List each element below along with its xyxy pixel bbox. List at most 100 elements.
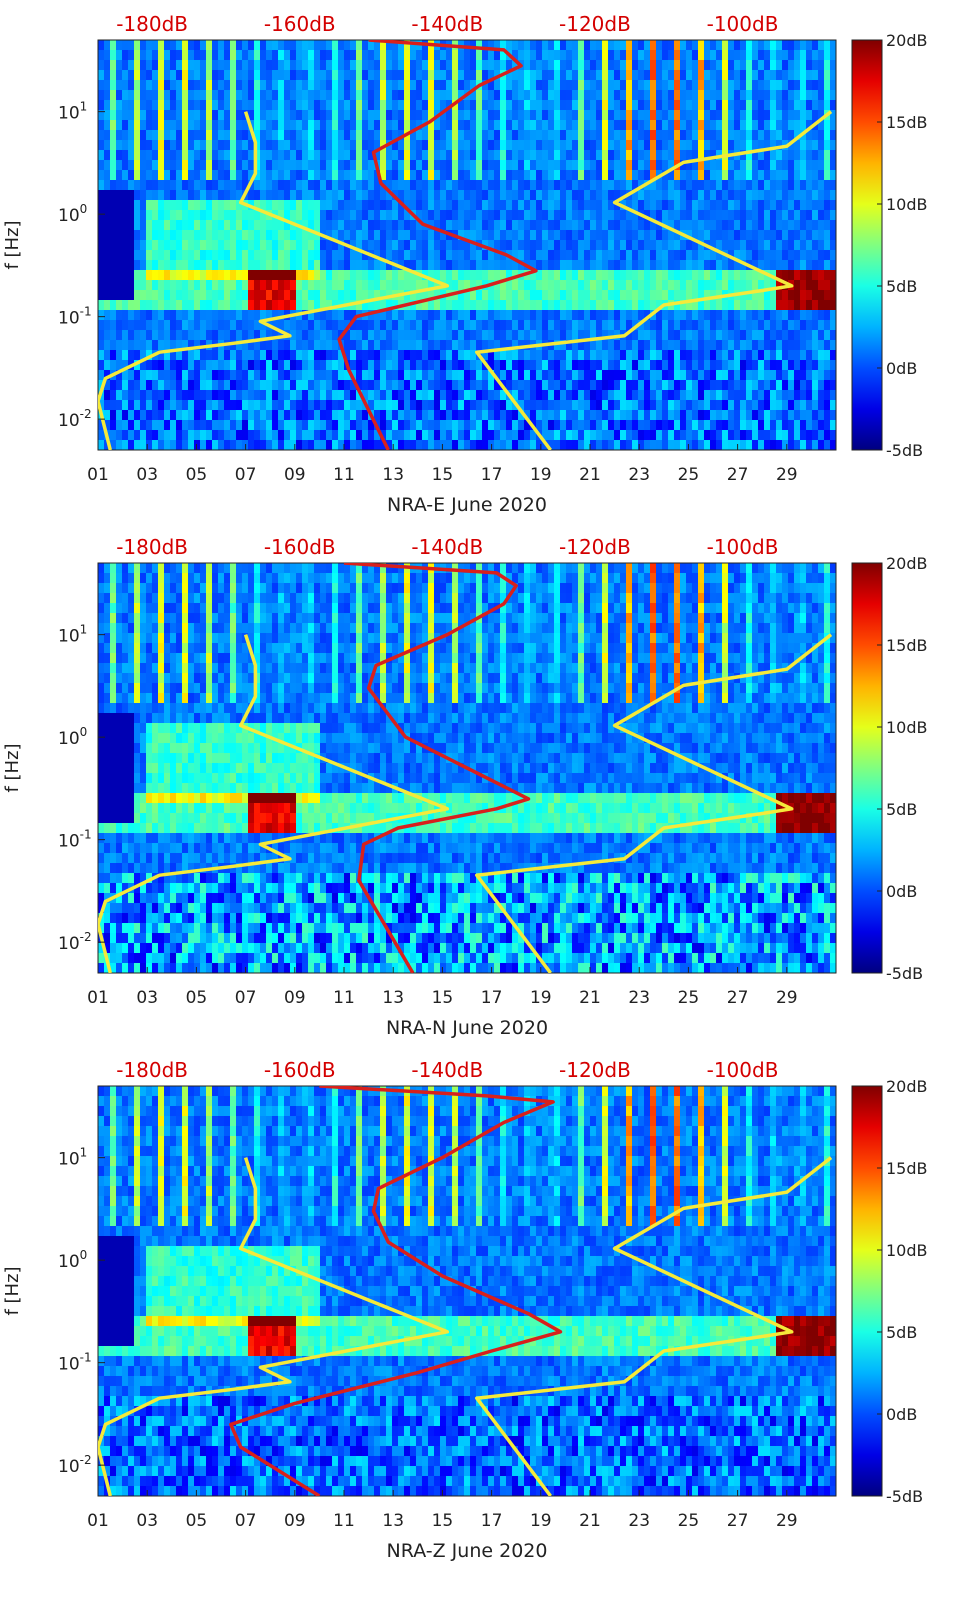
x-tick-label: 27 xyxy=(727,465,749,485)
top-db-label: -120dB xyxy=(559,535,631,559)
top-db-label: -180dB xyxy=(116,1058,188,1082)
yellow-low-noise-model-z xyxy=(98,1157,450,1496)
y-tick-label: 10-1 xyxy=(58,828,92,852)
spectrogram-chart-nra-e: 01 03 05 07 09 11 13 15 17 19 21 23 25 27 29 10-2 10-1 10… xyxy=(2,12,928,516)
yellow-high-noise-model-n xyxy=(475,633,833,973)
x-tick-label: 07 xyxy=(235,988,257,1008)
spectrogram-chart-nra-z: 01 03 05 07 09 11 13 15 17 19 21 23 25 27 29 10-2 10-1 10… xyxy=(2,1058,928,1562)
y-tick-label: 100 xyxy=(58,725,87,749)
y-axis-label: f [Hz] xyxy=(2,220,23,269)
top-db-label: -100dB xyxy=(707,12,779,36)
plot-frame xyxy=(97,562,837,974)
colorbar-label: 5dB xyxy=(886,1323,917,1342)
y-tick-label: 101 xyxy=(58,1146,87,1170)
top-db-label: -140dB xyxy=(411,535,483,559)
x-tick-label: 13 xyxy=(382,465,404,485)
x-tick-label: 05 xyxy=(186,1511,208,1531)
red-psd-curve-n xyxy=(343,563,531,973)
x-tick-label: 13 xyxy=(382,1511,404,1531)
colorbar-label: 0dB xyxy=(886,1405,917,1424)
x-tick-label: 17 xyxy=(481,1511,503,1531)
spectrogram-image-z xyxy=(98,1086,836,1496)
colorbar-label: 20dB xyxy=(886,1077,928,1096)
x-axis-label: NRA-N June 2020 xyxy=(386,1017,548,1039)
x-tick-label: 19 xyxy=(530,1511,552,1531)
colorbar-label: 10dB xyxy=(886,718,928,737)
x-tick-label: 09 xyxy=(284,988,306,1008)
top-db-label: -140dB xyxy=(411,12,483,36)
x-tick-label: 09 xyxy=(284,465,306,485)
y-tick-label: 101 xyxy=(58,100,87,124)
x-tick-label: 11 xyxy=(333,988,355,1008)
yellow-low-noise-model-n xyxy=(98,634,450,973)
colorbar xyxy=(851,1085,883,1497)
x-tick-label: 27 xyxy=(727,1511,749,1531)
x-tick-label: 19 xyxy=(530,465,552,485)
top-db-label: -180dB xyxy=(116,12,188,36)
x-tick-label: 25 xyxy=(678,988,700,1008)
top-db-label: -140dB xyxy=(411,1058,483,1082)
plot-frame xyxy=(97,39,837,451)
top-db-label: -160dB xyxy=(264,1058,336,1082)
red-psd-curve-e xyxy=(337,40,538,450)
x-tick-label: 07 xyxy=(235,465,257,485)
x-tick-label: 15 xyxy=(432,988,454,1008)
x-tick-label: 01 xyxy=(87,465,109,485)
spectrogram-image-e xyxy=(98,40,836,450)
y-axis-label: f [Hz] xyxy=(2,743,23,792)
top-db-label: -120dB xyxy=(559,12,631,36)
top-db-label: -180dB xyxy=(116,535,188,559)
colorbar-label: -5dB xyxy=(886,441,923,460)
top-db-label: -160dB xyxy=(264,535,336,559)
y-tick-label: 10-1 xyxy=(58,305,92,329)
colorbar xyxy=(851,562,883,974)
y-tick-label: 10-1 xyxy=(58,1351,92,1375)
y-tick-label: 101 xyxy=(58,623,87,647)
x-axis-label: NRA-Z June 2020 xyxy=(387,1540,548,1562)
y-tick-label: 100 xyxy=(58,202,87,226)
top-db-label: -120dB xyxy=(559,1058,631,1082)
y-axis-label: f [Hz] xyxy=(2,1266,23,1315)
panel-nra-z: 01 03 05 07 09 11 13 15 17 19 21 23 25 27 29 10-2 10-1 10… xyxy=(0,1046,962,1576)
colorbar-label: 15dB xyxy=(886,113,928,132)
colorbar-label: 5dB xyxy=(886,800,917,819)
x-tick-label: 21 xyxy=(579,988,601,1008)
x-tick-label: 03 xyxy=(136,1511,158,1531)
panel-nra-n: 01 03 05 07 09 11 13 15 17 19 21 23 25 27 29 10-2 10-1 10… xyxy=(0,523,962,1053)
x-tick-label: 19 xyxy=(530,988,552,1008)
x-tick-label: 29 xyxy=(776,988,798,1008)
x-tick-label: 21 xyxy=(579,465,601,485)
colorbar-label: -5dB xyxy=(886,964,923,983)
x-axis-label: NRA-E June 2020 xyxy=(387,494,547,516)
spectrogram-image-n xyxy=(98,563,836,973)
colorbar-label: 20dB xyxy=(886,554,928,573)
x-tick-label: 15 xyxy=(432,1511,454,1531)
x-tick-label: 15 xyxy=(432,465,454,485)
yellow-low-noise-model-e xyxy=(98,111,450,450)
plot-frame xyxy=(97,1085,837,1497)
x-tick-label: 29 xyxy=(776,1511,798,1531)
x-tick-label: 25 xyxy=(678,1511,700,1531)
y-tick-label: 10-2 xyxy=(58,1453,92,1477)
colorbar-label: -5dB xyxy=(886,1487,923,1506)
spectrogram-chart-nra-n: 01 03 05 07 09 11 13 15 17 19 21 23 25 27 29 10-2 10-1 10… xyxy=(2,535,928,1039)
x-tick-label: 21 xyxy=(579,1511,601,1531)
top-db-label: -100dB xyxy=(707,1058,779,1082)
x-tick-label: 27 xyxy=(727,988,749,1008)
y-tick-label: 100 xyxy=(58,1248,87,1272)
x-tick-label: 11 xyxy=(333,1511,355,1531)
x-tick-label: 25 xyxy=(678,465,700,485)
x-tick-label: 05 xyxy=(186,465,208,485)
colorbar-label: 20dB xyxy=(886,31,928,50)
y-tick-label: 10-2 xyxy=(58,930,92,954)
colorbar-label: 15dB xyxy=(886,636,928,655)
x-tick-label: 05 xyxy=(186,988,208,1008)
x-tick-label: 13 xyxy=(382,988,404,1008)
x-tick-label: 07 xyxy=(235,1511,257,1531)
x-tick-label: 23 xyxy=(628,988,650,1008)
yellow-high-noise-model-e xyxy=(475,110,833,450)
colorbar-label: 15dB xyxy=(886,1159,928,1178)
top-db-label: -100dB xyxy=(707,535,779,559)
panel-nra-e: 01 03 05 07 09 11 13 15 17 19 21 23 25 27 29 10-2 10-1 10… xyxy=(0,0,962,530)
x-tick-label: 01 xyxy=(87,1511,109,1531)
